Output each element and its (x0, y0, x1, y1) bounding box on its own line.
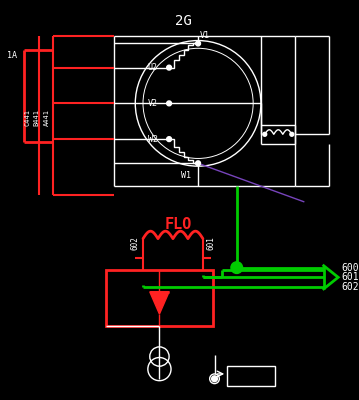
Text: W1: W1 (181, 171, 191, 180)
Text: 2G: 2G (175, 14, 192, 28)
Text: C441: C441 (24, 109, 30, 126)
Circle shape (290, 132, 294, 136)
Circle shape (167, 137, 172, 142)
Text: 1A: 1A (6, 50, 17, 60)
Text: 601: 601 (207, 236, 216, 250)
Circle shape (196, 161, 201, 166)
Text: A441: A441 (43, 109, 50, 126)
Bar (227, 366, 275, 386)
Circle shape (196, 41, 201, 46)
Text: W2: W2 (148, 135, 158, 144)
Polygon shape (150, 292, 169, 314)
Text: 601: 601 (341, 272, 359, 282)
Circle shape (167, 101, 172, 106)
Circle shape (167, 65, 172, 70)
Text: FLO: FLO (165, 217, 192, 232)
Text: V2: V2 (148, 99, 158, 108)
Text: 600: 600 (341, 263, 359, 273)
Circle shape (211, 376, 218, 382)
Circle shape (231, 262, 243, 274)
Text: V1: V1 (200, 30, 210, 40)
Text: 602: 602 (341, 282, 359, 292)
Text: 602: 602 (130, 236, 139, 250)
Text: B441: B441 (34, 109, 40, 126)
Bar (106, 270, 213, 326)
Circle shape (263, 132, 267, 136)
Text: U2: U2 (148, 63, 158, 72)
